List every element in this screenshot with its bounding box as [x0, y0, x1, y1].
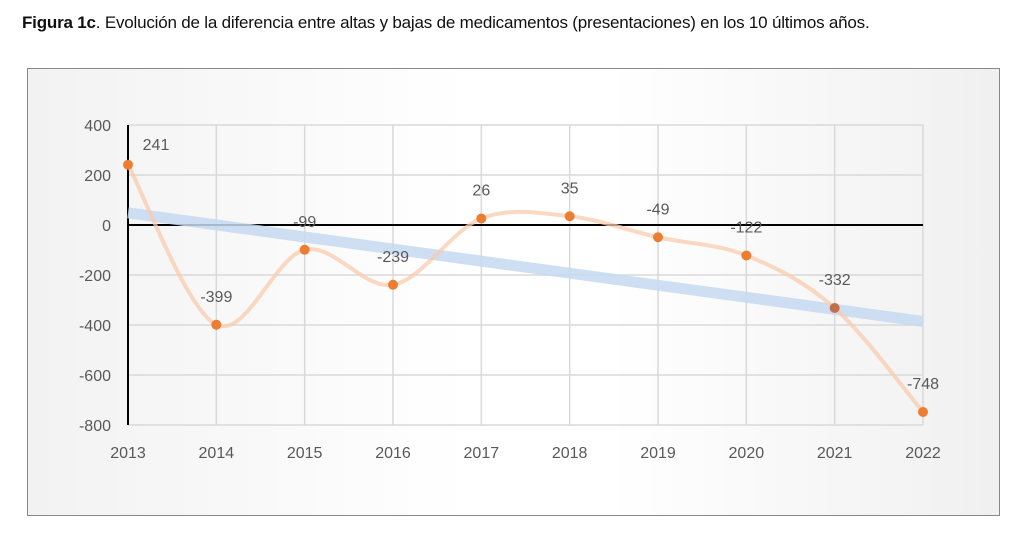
series-line — [126, 163, 925, 414]
figure-label: Figura 1c — [22, 13, 96, 32]
data-label: -239 — [377, 249, 409, 266]
data-point — [211, 319, 222, 330]
data-label: -122 — [730, 220, 762, 237]
figure-caption: Figura 1c. Evolución de la diferencia en… — [22, 13, 870, 33]
data-label: -399 — [200, 289, 232, 306]
data-point — [564, 211, 575, 222]
x-tick-label: 2013 — [110, 445, 146, 462]
data-point — [476, 213, 487, 224]
y-tick-label: -600 — [79, 368, 111, 385]
caption-text: . Evolución de la diferencia entre altas… — [95, 13, 870, 32]
x-tick-label: 2019 — [640, 445, 676, 462]
x-tick-label: 2022 — [905, 445, 941, 462]
data-label: 241 — [143, 137, 170, 154]
data-label: -99 — [293, 214, 316, 231]
trendline — [127, 207, 924, 327]
y-tick-label: -800 — [79, 418, 111, 435]
data-label: -332 — [819, 272, 851, 289]
y-tick-label: 0 — [102, 218, 111, 235]
data-point — [829, 303, 840, 313]
x-tick-label: 2016 — [375, 445, 411, 462]
data-point — [299, 244, 310, 255]
data-point — [918, 407, 928, 417]
data-label: -748 — [907, 376, 939, 393]
x-tick-label: 2018 — [552, 445, 588, 462]
data-point — [388, 279, 398, 290]
x-tick-label: 2014 — [199, 445, 235, 462]
data-point — [741, 250, 752, 261]
x-tick-label: 2020 — [729, 445, 765, 462]
y-tick-label: 400 — [84, 118, 111, 135]
y-tick-label: -200 — [79, 268, 111, 285]
x-tick-label: 2021 — [817, 445, 853, 462]
y-tick-label: -400 — [79, 318, 111, 335]
data-label: 35 — [561, 180, 579, 197]
x-tick-label: 2015 — [287, 445, 323, 462]
y-tick-label: 200 — [84, 168, 111, 185]
data-point — [653, 232, 663, 243]
data-label: -49 — [646, 201, 669, 218]
data-label: 26 — [472, 183, 490, 200]
x-tick-label: 2017 — [464, 445, 500, 462]
data-point — [123, 159, 133, 170]
